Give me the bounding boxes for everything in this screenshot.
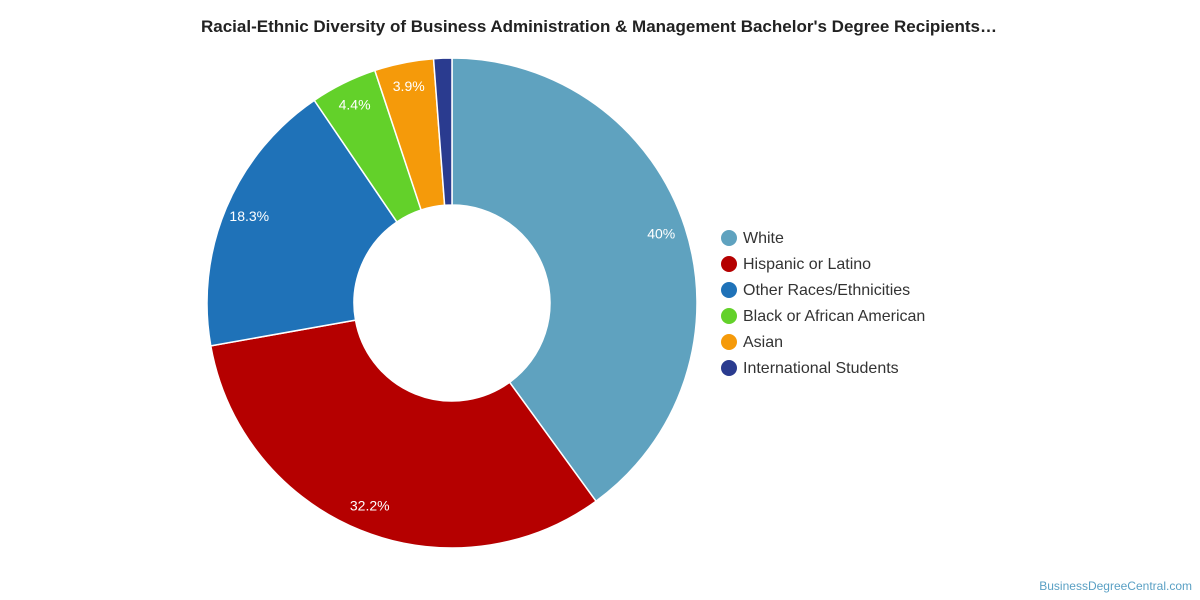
legend-item-white[interactable]: White bbox=[721, 230, 784, 247]
data-label: 40% bbox=[647, 226, 675, 242]
legend-label: Asian bbox=[743, 334, 783, 351]
source-credit[interactable]: BusinessDegreeCentral.com bbox=[1039, 579, 1192, 593]
slice-white[interactable] bbox=[451, 57, 698, 503]
legend-marker bbox=[721, 256, 737, 272]
legend-marker bbox=[721, 334, 737, 350]
legend-item-international-students[interactable]: International Students bbox=[721, 360, 899, 377]
legend-item-asian[interactable]: Asian bbox=[721, 334, 783, 351]
legend-label: Other Races/Ethnicities bbox=[743, 282, 910, 299]
legend-item-black-or-african-american[interactable]: Black or African American bbox=[721, 308, 925, 325]
data-label: 18.3% bbox=[229, 208, 269, 224]
legend-label: International Students bbox=[743, 360, 899, 377]
legend-marker bbox=[721, 308, 737, 324]
legend-item-hispanic-or-latino[interactable]: Hispanic or Latino bbox=[721, 256, 871, 273]
legend-marker bbox=[721, 360, 737, 376]
data-label: 3.9% bbox=[393, 78, 425, 94]
legend-label: Hispanic or Latino bbox=[743, 256, 871, 273]
slice-other-races-ethnicities[interactable] bbox=[206, 99, 398, 347]
data-labels-group: 40% 32.2% 18.3% 4.4% 3.9% bbox=[229, 78, 675, 514]
legend-label: Black or African American bbox=[743, 308, 925, 325]
legend-marker bbox=[721, 282, 737, 298]
chart-title: Racial-Ethnic Diversity of Business Admi… bbox=[200, 17, 997, 36]
slice-international-students[interactable] bbox=[432, 57, 453, 207]
legend-label: White bbox=[743, 230, 784, 247]
slices-group bbox=[206, 57, 698, 549]
legend-marker bbox=[721, 230, 737, 246]
slice-hispanic-or-latino[interactable] bbox=[209, 319, 598, 549]
legend: White Hispanic or Latino Other Races/Ethni… bbox=[721, 230, 925, 377]
data-label: 4.4% bbox=[339, 96, 371, 112]
legend-item-other-races-ethnicities[interactable]: Other Races/Ethnicities bbox=[721, 282, 910, 299]
data-label: 32.2% bbox=[350, 498, 390, 514]
